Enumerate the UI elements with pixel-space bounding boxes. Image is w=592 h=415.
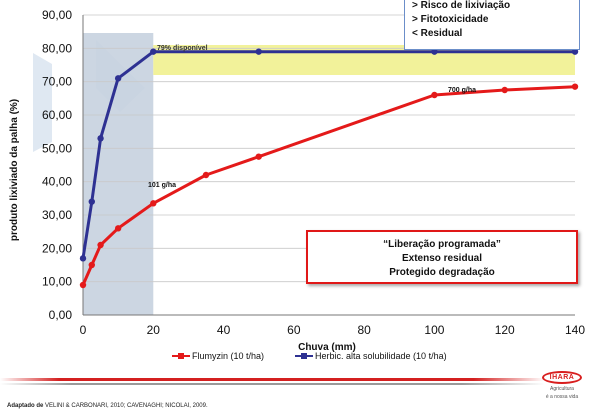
ihara-logo-tagline-2: é a nossa vida bbox=[545, 394, 579, 400]
data-point-flumyzin bbox=[431, 91, 438, 99]
x-tick-label: 60 bbox=[287, 323, 301, 337]
y-tick-label: 80,00 bbox=[42, 41, 72, 55]
data-point-flumyzin bbox=[571, 83, 579, 90]
y-tick-label: 30,00 bbox=[42, 208, 72, 222]
y-tick-label: 10,00 bbox=[42, 275, 72, 289]
ihara-logo-oval: IHARA bbox=[542, 371, 582, 384]
data-point-flumyzin bbox=[501, 86, 508, 94]
x-axis-label: Chuva (mm) bbox=[298, 342, 356, 353]
x-tick-label: 40 bbox=[217, 323, 231, 337]
series-lines bbox=[79, 48, 579, 289]
y-tick-label: 20,00 bbox=[42, 241, 72, 255]
y-axis-label: produto lixiviado da palha (%) bbox=[9, 99, 20, 241]
info-box: > Risco de lixiviação > Fitotoxicidade <… bbox=[404, 0, 580, 50]
y-tick-label: 40,00 bbox=[42, 175, 72, 189]
data-point-herbic bbox=[431, 48, 438, 55]
citation-text: VELINI & CARBONARI, 2010; CAVENAGHI; NIC… bbox=[43, 403, 208, 409]
data-point-flumyzin bbox=[88, 261, 95, 269]
callout-line-2: Extenso residual bbox=[401, 253, 483, 264]
x-tick-labels: 0 20 40 60 80 100 120 140 bbox=[80, 323, 586, 337]
legend: Flumyzin (10 t/ha) Herbic. alta solubili… bbox=[172, 351, 447, 361]
annotation-disponivel: 79% disponível bbox=[157, 45, 208, 52]
data-point-flumyzin bbox=[202, 171, 210, 179]
available-highlight-band bbox=[153, 45, 576, 75]
ihara-logo-tagline-1: Agricultura bbox=[550, 386, 574, 392]
data-point-flumyzin bbox=[79, 281, 87, 289]
legend-marker-flumyzin bbox=[178, 353, 184, 359]
x-tick-label: 20 bbox=[147, 323, 161, 337]
footer-stripe-red bbox=[0, 378, 592, 381]
ihara-logo: IHARA Agricultura é a nossa vida bbox=[537, 371, 587, 411]
data-point-flumyzin bbox=[114, 225, 122, 232]
citation-prefix: Adaptado de bbox=[7, 403, 44, 409]
data-point-herbic bbox=[79, 255, 87, 262]
series-line-herbic bbox=[81, 50, 575, 259]
annotation-101: 101 g/ha bbox=[148, 182, 176, 189]
y-tick-label: 70,00 bbox=[42, 75, 72, 89]
data-point-herbic bbox=[571, 48, 579, 55]
y-tick-labels: 0,00 10,00 20,00 30,00 40,00 50,00 60,00 70,00 8… bbox=[42, 8, 72, 322]
legend-marker-herbic bbox=[301, 353, 307, 359]
annotation-700: 700 g/ha bbox=[448, 87, 476, 94]
info-line-risco: > Risco de lixiviação bbox=[412, 0, 511, 11]
axes bbox=[82, 15, 575, 316]
data-point-flumyzin bbox=[150, 200, 157, 207]
citation: Adaptado de VELINI & CARBONARI, 2010; CA… bbox=[7, 403, 208, 409]
y-tick-label: 60,00 bbox=[42, 108, 72, 122]
data-point-herbic bbox=[255, 48, 262, 55]
data-point-herbic bbox=[97, 135, 104, 142]
callout-line-1: “Liberação programada” bbox=[383, 239, 501, 250]
y-tick-label: 50,00 bbox=[42, 141, 72, 155]
callout-line-3: Protegido degradação bbox=[389, 267, 495, 278]
legend-label-herbic: Herbic. alta solubilidade (10 t/ha) bbox=[315, 351, 447, 361]
decorative-arrow-left bbox=[33, 53, 52, 152]
grid-lines bbox=[83, 14, 575, 283]
footer-stripe-gray bbox=[0, 383, 592, 385]
x-tick-label: 140 bbox=[565, 323, 585, 337]
x-tick-label: 0 bbox=[80, 323, 87, 337]
x-tick-label: 80 bbox=[357, 323, 371, 337]
x-tick-label: 120 bbox=[495, 323, 515, 337]
data-point-herbic bbox=[114, 75, 122, 82]
y-tick-label: 0,00 bbox=[49, 308, 73, 322]
data-point-flumyzin bbox=[97, 241, 104, 249]
data-point-herbic bbox=[150, 48, 157, 55]
info-line-residual: < Residual bbox=[412, 28, 463, 39]
x-tick-label: 100 bbox=[424, 323, 444, 337]
data-point-flumyzin bbox=[255, 153, 262, 160]
data-point-herbic bbox=[88, 198, 95, 205]
callout-box: “Liberação programada” Extenso residual … bbox=[306, 230, 578, 284]
series-line-flumyzin bbox=[81, 85, 576, 286]
legend-label-flumyzin: Flumyzin (10 t/ha) bbox=[192, 351, 264, 361]
y-tick-label: 90,00 bbox=[42, 8, 72, 22]
info-line-fitotox: > Fitotoxicidade bbox=[412, 14, 489, 25]
